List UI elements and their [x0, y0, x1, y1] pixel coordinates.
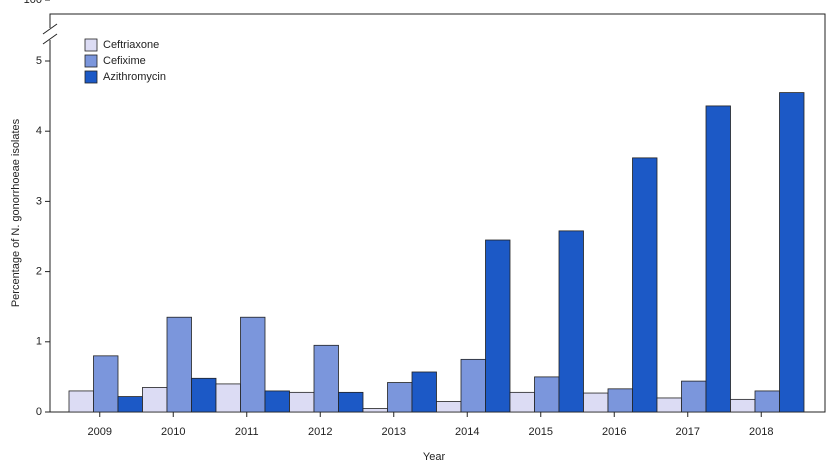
- legend-swatch: [84, 70, 98, 84]
- axis-break: [42, 23, 58, 35]
- x-tick-label: 2011: [235, 426, 259, 438]
- bar: [656, 397, 682, 413]
- y-tick-label: 0: [36, 406, 42, 418]
- y-tick-label: 2: [36, 266, 42, 278]
- legend-label: Cefixime: [103, 55, 146, 67]
- x-tick-label: 2016: [602, 426, 626, 438]
- bar: [93, 355, 119, 413]
- bar: [68, 390, 94, 413]
- x-tick-label: 2015: [529, 426, 553, 438]
- bar: [289, 391, 315, 413]
- bar: [264, 390, 290, 413]
- legend-label: Ceftriaxone: [103, 39, 159, 51]
- bar: [558, 230, 584, 413]
- bar: [362, 408, 388, 413]
- bar: [607, 388, 633, 413]
- bar: [730, 398, 756, 413]
- y-tick-label: 3: [36, 195, 42, 207]
- y-tick-label: 5: [36, 55, 42, 67]
- y-axis-title: Percentage of N. gonorrhoeae isolates: [10, 118, 22, 307]
- x-tick-label: 2013: [382, 426, 406, 438]
- bar: [191, 377, 217, 413]
- bar: [583, 392, 609, 413]
- bar: [411, 371, 437, 413]
- axis-break: [42, 33, 58, 45]
- y-tick-label: 1: [36, 336, 42, 348]
- bar: [338, 391, 364, 413]
- bar: [681, 380, 707, 413]
- legend-swatch: [84, 54, 98, 68]
- bar: [534, 376, 560, 413]
- y-tick-label: 100: [24, 0, 42, 6]
- bar: [754, 390, 780, 413]
- plot-frame: [49, 13, 826, 413]
- bar: [387, 382, 413, 413]
- bar: [460, 358, 486, 413]
- bar: [779, 92, 805, 413]
- bar: [509, 391, 535, 413]
- x-axis-title: Year: [423, 451, 446, 463]
- legend-swatch: [84, 38, 98, 52]
- x-tick-label: 2014: [455, 426, 479, 438]
- bar: [632, 157, 658, 413]
- bar: [117, 396, 143, 413]
- x-tick-label: 2012: [308, 426, 332, 438]
- bar: [240, 316, 266, 413]
- bar: [215, 383, 241, 413]
- x-tick-label: 2010: [161, 426, 185, 438]
- y-tick-label: 4: [36, 125, 42, 137]
- bar: [166, 316, 192, 413]
- bar: [485, 239, 511, 413]
- bar: [436, 401, 462, 413]
- x-tick-label: 2017: [676, 426, 700, 438]
- x-tick-label: 2018: [749, 426, 773, 438]
- bar: [705, 105, 731, 413]
- x-tick-label: 2009: [88, 426, 112, 438]
- bar: [142, 387, 168, 413]
- bar: [313, 344, 339, 413]
- legend-label: Azithromycin: [103, 71, 166, 83]
